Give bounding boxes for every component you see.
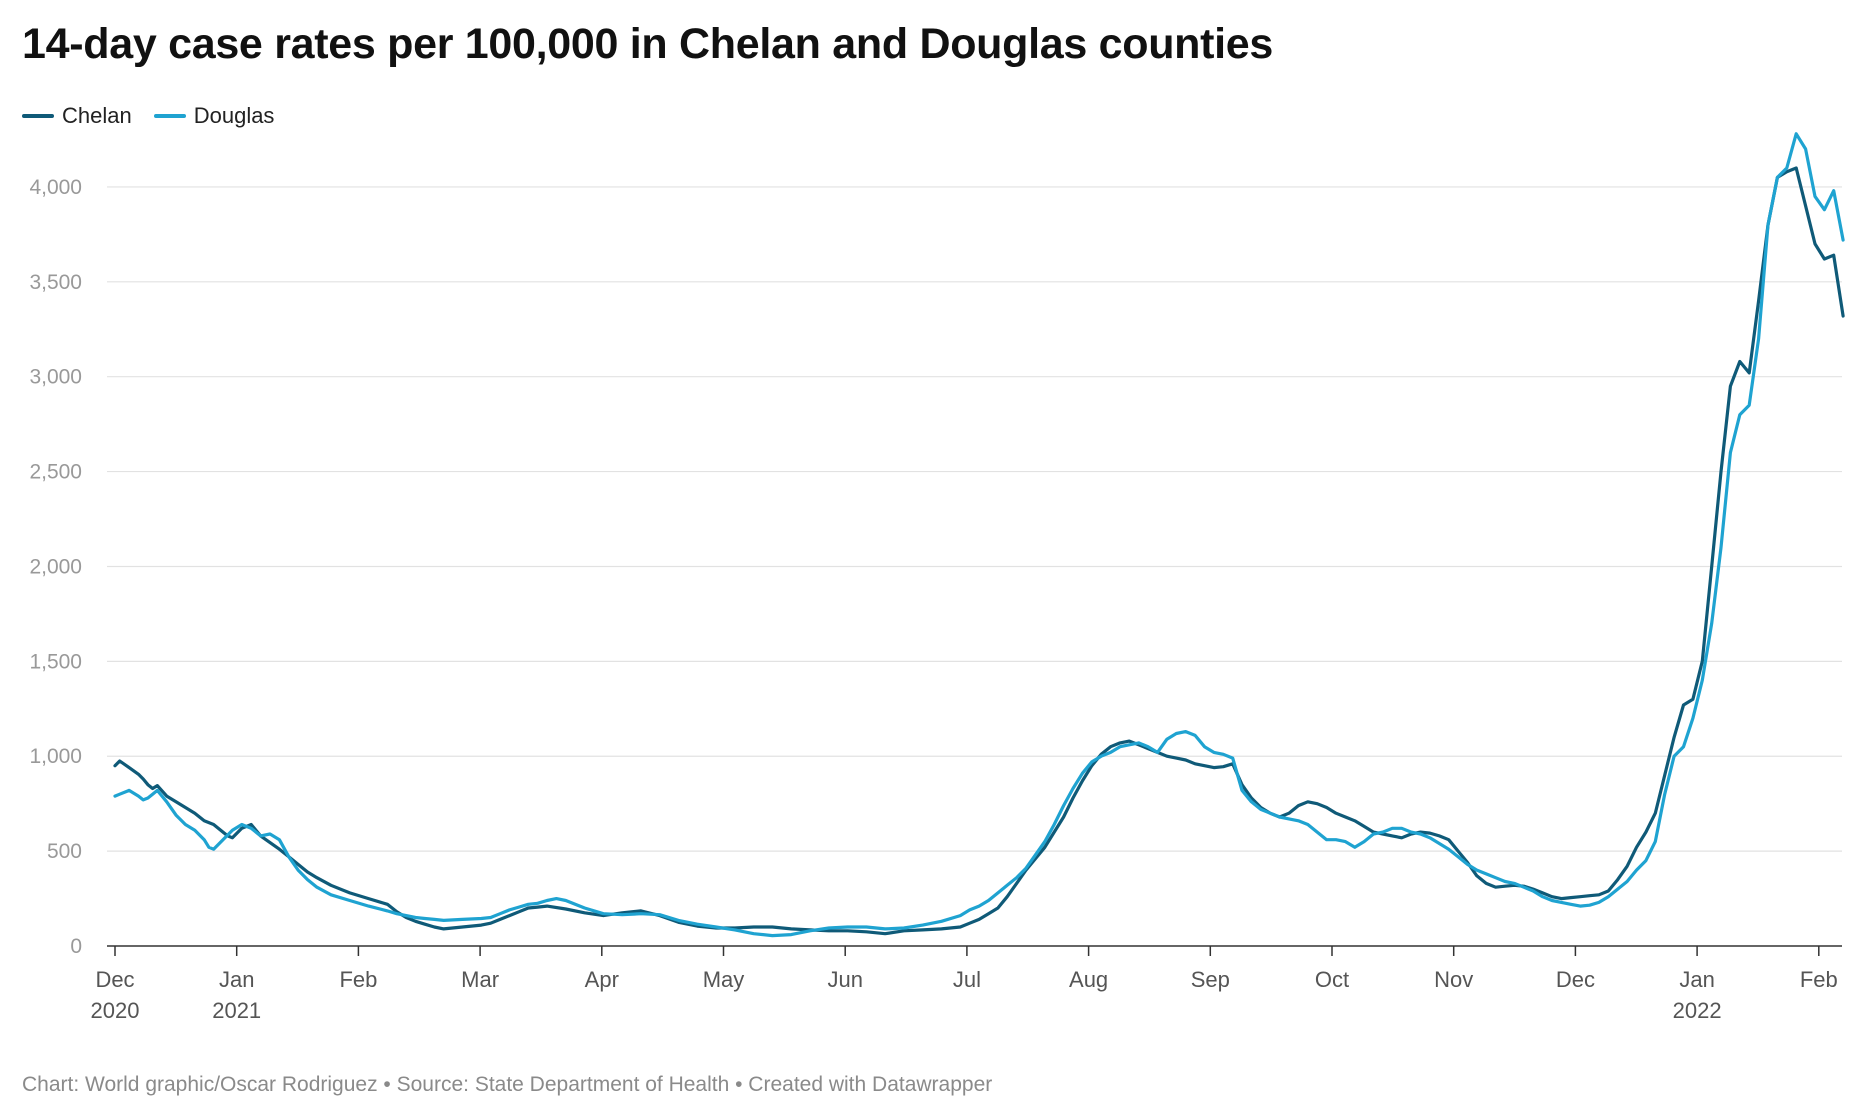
legend-label-chelan: Chelan [62, 103, 132, 128]
x-tick-label: Feb [339, 967, 377, 992]
chart-credits: Chart: World graphic/Oscar Rodriguez • S… [22, 1073, 993, 1096]
x-tick-label: Nov [1434, 967, 1473, 992]
x-tick-label: Apr [585, 967, 619, 992]
x-tick-sublabel: 2022 [1673, 998, 1722, 1023]
y-tick-label: 500 [47, 840, 82, 863]
chart-legend: Chelan Douglas [22, 103, 274, 129]
x-tick-label: Jun [827, 967, 862, 992]
y-tick-label: 3,000 [29, 366, 82, 389]
x-tick-label: Dec [1556, 967, 1595, 992]
y-tick-label: 0 [70, 935, 82, 958]
y-tick-label: 2,500 [29, 461, 82, 484]
x-tick-label: Jan [1679, 967, 1714, 992]
y-tick-label: 2,000 [29, 555, 82, 578]
x-tick-label: Oct [1315, 967, 1349, 992]
legend-item-douglas: Douglas [153, 103, 275, 129]
y-tick-label: 1,500 [29, 650, 82, 673]
legend-swatch-douglas [153, 114, 186, 118]
x-tick-label: Feb [1800, 967, 1838, 992]
legend-label-douglas: Douglas [193, 103, 275, 128]
x-tick-label: Jul [953, 967, 981, 992]
series-line-douglas [113, 132, 1845, 938]
x-tick-label: Aug [1069, 967, 1108, 992]
chart-title: 14-day case rates per 100,000 in Chelan … [22, 20, 1274, 68]
x-tick-sublabel: 2020 [91, 998, 140, 1023]
x-tick-label: Mar [461, 967, 499, 992]
x-tick-sublabel: 2021 [212, 998, 261, 1023]
x-tick-label: May [703, 967, 745, 992]
x-tick-label: Dec [95, 967, 134, 992]
x-tick-label: Sep [1191, 967, 1230, 992]
y-tick-label: 4,000 [29, 176, 82, 199]
legend-swatch-chelan [22, 114, 54, 118]
series-line-chelan [113, 166, 1845, 936]
x-tick-label: Jan [219, 967, 254, 992]
y-tick-label: 1,000 [29, 745, 82, 768]
y-tick-label: 3,500 [29, 271, 82, 294]
legend-item-chelan: Chelan [22, 103, 132, 129]
